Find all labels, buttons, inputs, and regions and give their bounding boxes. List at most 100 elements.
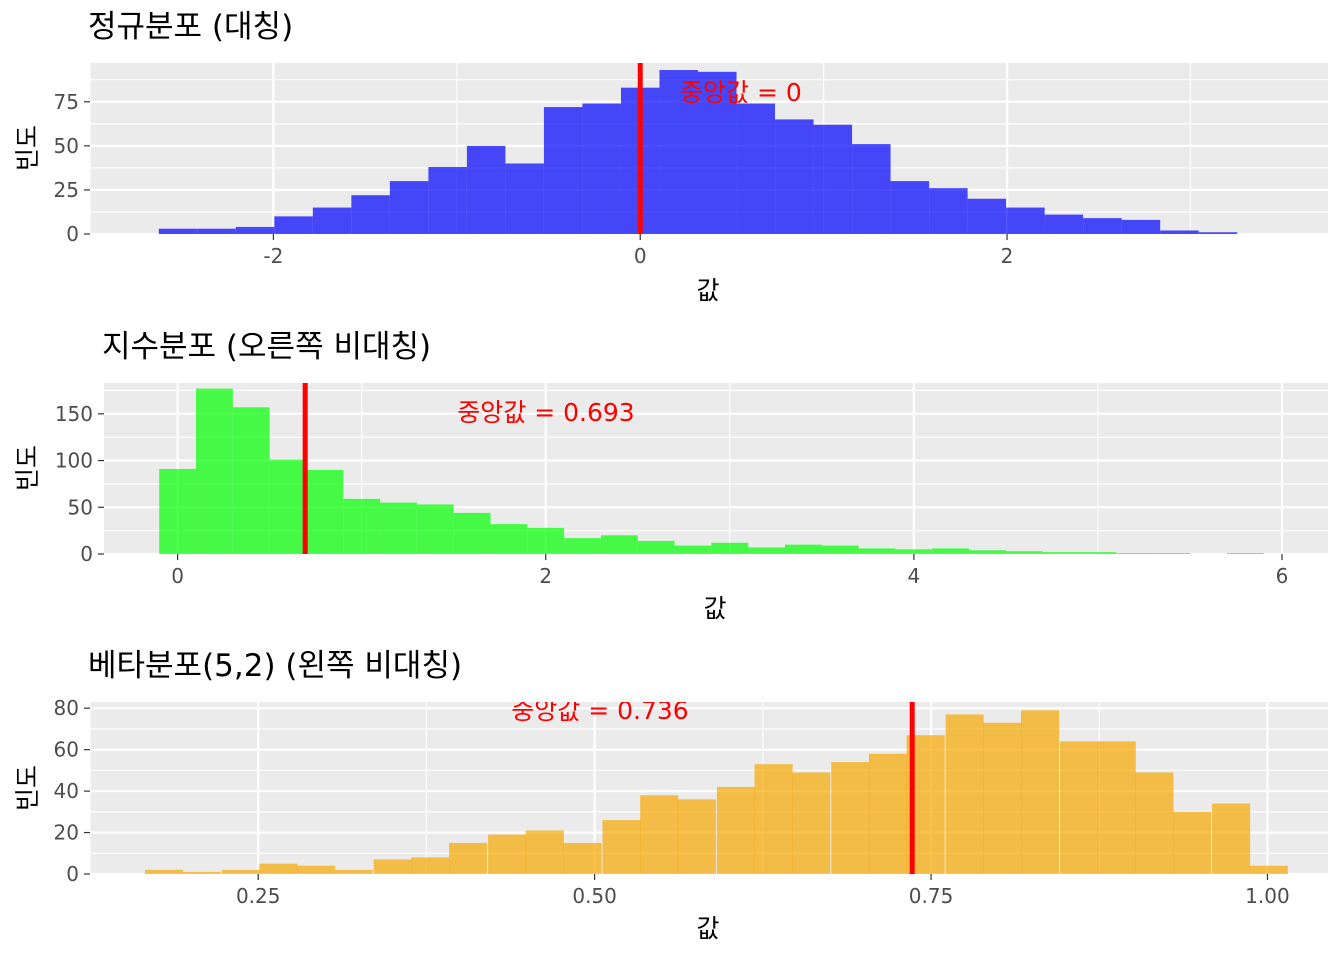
y-axis-title: 빈도: [13, 445, 42, 491]
x-tick-label: 0.25: [236, 884, 281, 908]
y-tick-label: 50: [68, 495, 93, 519]
histogram-bar: [1249, 865, 1288, 874]
y-tick-label: 80: [54, 696, 79, 720]
histogram-bar: [1116, 553, 1154, 554]
x-tick-label: 0.50: [572, 884, 617, 908]
histogram-bar: [297, 865, 336, 874]
histogram-bar: [775, 119, 814, 234]
y-axis-title: 빈도: [13, 765, 42, 811]
y-tick-label: 25: [54, 178, 79, 202]
histogram-bars: [159, 388, 1264, 554]
histogram-bar: [748, 547, 786, 554]
histogram-bar: [736, 103, 776, 234]
histogram-bar: [967, 198, 1007, 234]
histogram-bar: [525, 830, 564, 874]
histogram-bar: [306, 469, 344, 554]
histogram-bar: [754, 764, 793, 874]
histogram-bar: [563, 842, 602, 874]
histogram-bar: [969, 550, 1006, 554]
y-tick-label: 0: [66, 222, 79, 246]
panel-beta: 베타분포(5,2) (왼쪽 비대칭) 빈도 값 중앙값 = 0.736 0 20 40…: [13, 648, 1328, 943]
x-axis-title: 값: [703, 594, 726, 623]
x-tick-label: 1.00: [1245, 884, 1290, 908]
y-tick-label: 50: [54, 134, 79, 158]
histogram-bar: [259, 863, 298, 874]
histogram-bar: [144, 869, 184, 874]
histogram-bar: [1226, 553, 1264, 554]
histogram-bar: [221, 869, 260, 874]
histogram-bar: [1160, 230, 1199, 234]
histogram-bar: [1212, 803, 1251, 874]
panel-title: 정규분포 (대칭): [88, 9, 293, 45]
histogram-bar: [792, 772, 831, 874]
histogram-bar: [697, 71, 737, 234]
x-axis-title: 값: [696, 276, 719, 305]
histogram-bar: [466, 145, 506, 234]
histogram-bar: [1097, 741, 1136, 874]
panel-normal: 정규분포 (대칭) 빈도 값 중앙값 = 0 0 25 50 75 -2 0 2: [13, 9, 1328, 305]
histogram-bar: [232, 407, 270, 554]
histogram-bar: [1079, 552, 1117, 554]
y-tick-label: 150: [55, 402, 93, 426]
histogram-bar: [449, 842, 488, 874]
histogram-bar: [334, 869, 373, 874]
histogram-bar: [312, 207, 352, 234]
y-tick-label: 60: [54, 738, 79, 762]
histogram-bar: [197, 228, 236, 234]
histogram-bar: [1121, 219, 1161, 234]
histogram-bar: [1042, 552, 1080, 554]
histogram-bar: [490, 524, 528, 554]
histogram-bar: [852, 144, 891, 234]
histogram-bar: [453, 512, 491, 554]
histogram-bar: [945, 714, 984, 874]
histogram-bar: [1083, 218, 1122, 234]
histogram-bar: [1005, 551, 1043, 554]
x-tick-label: 6: [1276, 564, 1289, 588]
histogram-bar: [416, 504, 454, 554]
histogram-bar: [602, 820, 641, 874]
histogram-bar: [1044, 214, 1084, 234]
y-tick-label: 40: [54, 779, 79, 803]
x-tick-label: 0: [634, 244, 647, 268]
histogram-bar: [159, 468, 197, 554]
histogram-bar: [564, 538, 601, 554]
x-tick-label: 0.75: [909, 884, 954, 908]
y-tick-label: 0: [66, 862, 79, 886]
panel-exponential: 지수분포 (오른쪽 비대칭) 빈도 값 중앙값 = 0.693 0 50 100 150…: [13, 329, 1328, 623]
histogram-bar: [983, 722, 1022, 874]
histogram-bar: [929, 188, 968, 234]
histogram-bars: [158, 70, 1238, 234]
histogram-bar: [411, 857, 450, 874]
x-tick-label: 2: [539, 564, 552, 588]
histogram-bar: [674, 545, 712, 554]
histogram-bar: [677, 799, 716, 874]
histogram-bar: [527, 527, 565, 554]
histogram-bar: [182, 871, 221, 874]
histogram-bar: [235, 226, 275, 234]
x-axis-title: 값: [696, 914, 719, 943]
histogram-bar: [351, 195, 390, 234]
histogram-bar: [373, 859, 412, 874]
x-tick-label: 2: [1001, 244, 1014, 268]
histogram-bar: [543, 107, 583, 234]
histogram-bar: [716, 786, 755, 874]
x-tick-label: -2: [263, 244, 283, 268]
histogram-bar: [488, 834, 527, 874]
panel-title: 지수분포 (오른쪽 비대칭): [102, 329, 431, 365]
histogram-bar: [813, 124, 853, 234]
y-axis-title: 빈도: [13, 125, 42, 171]
histogram-bar: [389, 181, 429, 234]
histogram-bar: [1173, 811, 1212, 874]
histogram-bar: [1198, 232, 1238, 234]
histogram-bar: [274, 216, 313, 234]
x-tick-label: 0: [171, 564, 184, 588]
histogram-bar: [1135, 772, 1174, 874]
histogram-bar: [821, 545, 859, 554]
histogram-bar: [158, 228, 198, 234]
x-tick-label: 4: [907, 564, 920, 588]
histogram-bar: [659, 70, 698, 234]
histogram-bar: [1153, 553, 1190, 554]
histogram-bar: [640, 795, 679, 874]
histogram-bar: [831, 762, 870, 874]
